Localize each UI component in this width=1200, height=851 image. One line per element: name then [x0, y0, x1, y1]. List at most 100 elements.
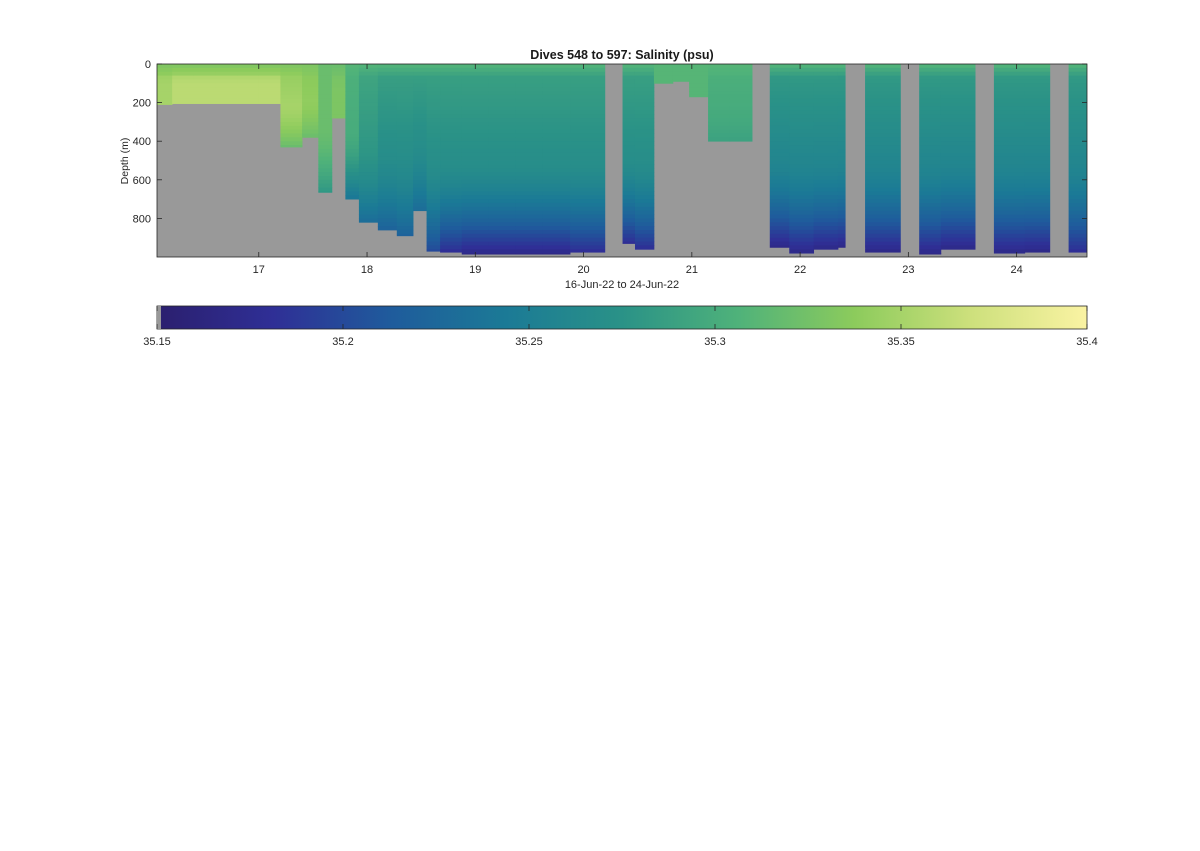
salinity-cell — [789, 141, 815, 146]
salinity-cell — [570, 83, 606, 88]
salinity-cell — [902, 241, 942, 246]
salinity-cell — [461, 245, 490, 250]
salinity-cell — [461, 226, 490, 231]
salinity-cell — [865, 168, 904, 173]
salinity-cell — [813, 87, 839, 92]
salinity-cell — [940, 114, 985, 119]
salinity-cell — [515, 175, 544, 181]
salinity-cell — [302, 87, 319, 92]
salinity-cell — [789, 87, 815, 92]
salinity-cell — [570, 67, 606, 73]
salinity-cell — [358, 102, 379, 107]
salinity-cell — [634, 83, 655, 88]
salinity-cell — [515, 179, 544, 185]
salinity-cell — [440, 129, 463, 134]
salinity-cell — [377, 226, 398, 231]
salinity-cell — [488, 125, 517, 131]
salinity-cell — [515, 199, 544, 204]
profile-column — [302, 64, 319, 138]
salinity-cell — [461, 83, 490, 88]
salinity-cell — [215, 102, 238, 104]
salinity-cell — [461, 118, 490, 123]
salinity-cell — [193, 87, 216, 92]
salinity-cell — [172, 102, 195, 104]
salinity-cell — [396, 172, 414, 177]
salinity-cell — [440, 94, 463, 100]
salinity-cell — [542, 210, 571, 215]
salinity-cell — [634, 187, 655, 192]
salinity-cell — [440, 195, 463, 200]
salinity-cell — [377, 222, 398, 227]
salinity-cell — [358, 137, 379, 142]
salinity-cell — [940, 160, 985, 165]
salinity-cell — [984, 133, 1026, 138]
salinity-cell — [157, 67, 173, 73]
salinity-cell — [377, 191, 398, 196]
salinity-cell — [345, 168, 360, 173]
salinity-cell — [215, 98, 238, 103]
salinity-cell — [488, 145, 517, 150]
salinity-cell — [865, 79, 904, 84]
salinity-cell — [318, 191, 333, 193]
salinity-cell — [570, 168, 606, 173]
salinity-cell — [759, 241, 790, 246]
salinity-cell — [426, 141, 441, 146]
salinity-cell — [634, 125, 655, 131]
salinity-cell — [377, 64, 398, 69]
salinity-cell — [396, 91, 414, 96]
salinity-cell — [940, 83, 985, 88]
salinity-cell — [358, 67, 379, 73]
salinity-cell — [542, 222, 571, 227]
salinity-cell — [813, 195, 839, 200]
salinity-cell — [902, 91, 942, 96]
salinity-cell — [302, 67, 319, 73]
salinity-cell — [570, 141, 606, 146]
salinity-cell — [413, 175, 427, 181]
salinity-cell — [515, 237, 544, 242]
salinity-cell — [426, 249, 441, 252]
salinity-cell — [759, 237, 790, 242]
salinity-cell — [542, 75, 571, 80]
salinity-cell — [237, 79, 260, 84]
salinity-cell — [789, 118, 815, 123]
salinity-cell — [488, 202, 517, 208]
salinity-cell — [634, 152, 655, 158]
salinity-cell — [515, 79, 544, 84]
salinity-cell — [426, 241, 441, 246]
profile-column — [237, 64, 260, 104]
salinity-cell — [542, 106, 571, 111]
salinity-cell — [1057, 245, 1087, 250]
salinity-cell — [1057, 195, 1087, 200]
salinity-cell — [426, 137, 441, 142]
salinity-cell — [318, 98, 333, 103]
salinity-cell — [789, 79, 815, 84]
salinity-cell — [345, 114, 360, 119]
salinity-cell — [413, 102, 427, 107]
salinity-cell — [865, 249, 904, 253]
salinity-cell — [984, 145, 1026, 150]
salinity-cell — [570, 164, 606, 169]
salinity-cell — [813, 91, 839, 96]
salinity-cell — [984, 98, 1026, 103]
salinity-cell — [345, 91, 360, 96]
salinity-cell — [318, 64, 333, 69]
salinity-cell — [542, 168, 571, 173]
salinity-cell — [426, 245, 441, 250]
salinity-cell — [488, 106, 517, 111]
salinity-cell — [488, 222, 517, 227]
salinity-cell — [759, 102, 790, 107]
salinity-cell — [345, 87, 360, 92]
salinity-cell — [426, 206, 441, 212]
salinity-cell — [377, 75, 398, 80]
salinity-cell — [515, 156, 544, 161]
salinity-cell — [345, 137, 360, 142]
salinity-cell — [789, 168, 815, 173]
salinity-cell — [488, 67, 517, 73]
salinity-cell — [461, 233, 490, 239]
salinity-cell — [1024, 172, 1058, 177]
salinity-cell — [813, 133, 839, 138]
salinity-cell — [984, 87, 1026, 92]
salinity-cell — [1024, 64, 1058, 69]
salinity-cell — [426, 202, 441, 208]
salinity-cell — [440, 226, 463, 231]
